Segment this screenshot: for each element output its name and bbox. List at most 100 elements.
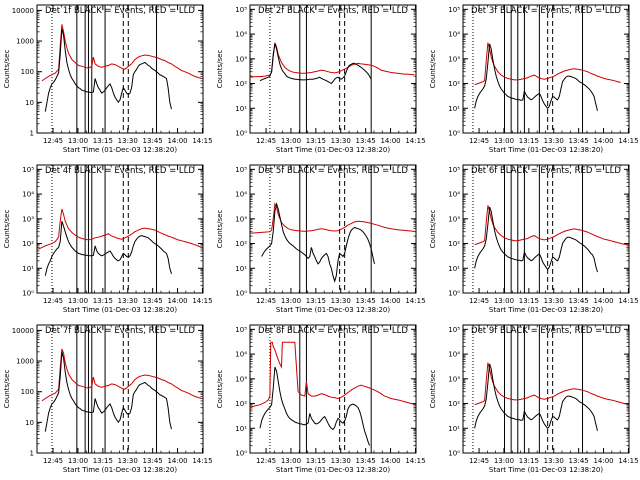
x-tick-label: 13:00 — [494, 457, 514, 465]
y-tick-label: 10⁵ — [448, 6, 460, 14]
y-tick-label: 10⁰ — [235, 290, 247, 298]
plot-frame — [36, 164, 204, 294]
x-axis-label: Start Time (01-Dec-03 12:38:20) — [276, 306, 390, 314]
y-tick-label: 10⁵ — [22, 166, 34, 174]
y-tick-label: 10² — [22, 240, 34, 248]
panel-det-5f: Det 5f BLACK = Events, RED = LLD Counts/s… — [216, 164, 426, 314]
x-tick-label: 13:45 — [143, 297, 163, 305]
y-tick-label: 10⁴ — [448, 351, 460, 359]
x-tick-label: 12:45 — [256, 137, 276, 145]
x-tick-label: 13:30 — [118, 137, 138, 145]
plot-frame — [36, 4, 204, 134]
y-tick-label: 1000 — [16, 358, 34, 366]
y-tick-label: 10⁰ — [448, 130, 460, 138]
y-tick-label: 1 — [30, 450, 34, 458]
panel-title: Det 4f BLACK = Events, RED = LLD — [45, 166, 195, 176]
y-tick-label: 10³ — [235, 215, 247, 223]
x-axis-label: Start Time (01-Dec-03 12:38:20) — [276, 146, 390, 154]
series-line-lld — [474, 42, 621, 86]
y-tick-label: 10⁵ — [448, 326, 460, 334]
y-axis-label: Counts/sec — [216, 50, 224, 89]
x-tick-label: 13:30 — [544, 137, 564, 145]
y-tick-label: 10³ — [22, 215, 34, 223]
x-tick-label: 13:00 — [281, 137, 301, 145]
x-tick-label: 13:45 — [143, 457, 163, 465]
x-tick-label: 13:45 — [356, 297, 376, 305]
y-tick-label: 10¹ — [235, 105, 247, 113]
x-tick-label: 13:00 — [68, 137, 88, 145]
x-tick-label: 13:15 — [306, 297, 326, 305]
series-line-lld — [41, 348, 202, 402]
series-line-events — [44, 28, 172, 112]
x-tick-label: 13:45 — [569, 137, 589, 145]
x-tick-label: 14:15 — [618, 457, 638, 465]
series-line-events — [261, 201, 375, 283]
x-tick-label: 12:45 — [469, 297, 489, 305]
y-axis-label: Counts/sec — [3, 370, 11, 409]
x-tick-label: 13:00 — [494, 137, 514, 145]
y-tick-label: 10³ — [235, 375, 247, 383]
x-tick-label: 12:45 — [469, 457, 489, 465]
x-axis-label: Start Time (01-Dec-03 12:38:20) — [489, 466, 603, 474]
series-line-lld — [41, 24, 202, 82]
y-axis-label: Counts/sec — [216, 210, 224, 249]
plot-frame — [462, 164, 630, 294]
x-tick-label: 14:15 — [405, 137, 425, 145]
y-tick-label: 10¹ — [22, 265, 34, 273]
x-tick-label: 13:15 — [306, 137, 326, 145]
x-tick-label: 13:00 — [281, 457, 301, 465]
panel-det-4f: Det 4f BLACK = Events, RED = LLD Counts/s… — [3, 164, 213, 314]
y-axis-label: Counts/sec — [3, 50, 11, 89]
x-tick-label: 13:45 — [356, 457, 376, 465]
y-tick-label: 10¹ — [448, 105, 460, 113]
x-tick-label: 14:00 — [593, 457, 613, 465]
y-tick-label: 10¹ — [448, 425, 460, 433]
x-tick-label: 13:15 — [93, 297, 113, 305]
y-tick-label: 10² — [235, 400, 247, 408]
x-tick-label: 14:15 — [618, 297, 638, 305]
x-tick-label: 14:00 — [167, 137, 187, 145]
y-tick-label: 10 — [25, 419, 34, 427]
y-tick-label: 10⁴ — [235, 31, 247, 39]
series-line-events — [44, 221, 172, 276]
panel-title: Det 9f BLACK = Events, RED = LLD — [471, 326, 621, 336]
y-tick-label: 10¹ — [448, 265, 460, 273]
y-tick-label: 100 — [21, 68, 34, 76]
x-tick-label: 13:45 — [569, 457, 589, 465]
panel-det-1f: Det 1f BLACK = Events, RED = LLD Counts/s… — [3, 4, 213, 154]
y-tick-label: 1 — [30, 130, 34, 138]
panel-det-3f: Det 3f BLACK = Events, RED = LLD Counts/s… — [429, 4, 639, 154]
panel-det-8f: Det 8f BLACK = Events, RED = LLD Counts/s… — [216, 324, 426, 474]
x-axis-label: Start Time (01-Dec-03 12:38:20) — [63, 146, 177, 154]
y-tick-label: 10³ — [448, 375, 460, 383]
y-tick-label: 10² — [448, 80, 460, 88]
x-tick-label: 12:45 — [256, 297, 276, 305]
x-tick-label: 12:45 — [469, 137, 489, 145]
y-tick-label: 10³ — [448, 55, 460, 63]
x-tick-label: 14:00 — [593, 297, 613, 305]
plot-frame — [249, 324, 417, 454]
x-axis-label: Start Time (01-Dec-03 12:38:20) — [276, 466, 390, 474]
series-line-lld — [249, 202, 415, 234]
series-line-lld — [474, 205, 628, 246]
y-tick-label: 10000 — [12, 7, 34, 15]
x-tick-label: 13:30 — [118, 297, 138, 305]
y-axis-label: Counts/sec — [216, 370, 224, 409]
y-tick-label: 10⁵ — [235, 6, 247, 14]
y-tick-label: 100 — [21, 388, 34, 396]
panel-title: Det 6f BLACK = Events, RED = LLD — [471, 166, 621, 176]
x-tick-label: 13:45 — [356, 137, 376, 145]
x-tick-label: 12:45 — [43, 457, 63, 465]
y-axis-label: Counts/sec — [429, 210, 437, 249]
series-line-lld — [249, 341, 415, 408]
x-tick-label: 13:00 — [68, 297, 88, 305]
y-tick-label: 10² — [448, 240, 460, 248]
y-tick-label: 10⁰ — [448, 450, 460, 458]
panel-det-6f: Det 6f BLACK = Events, RED = LLD Counts/s… — [429, 164, 639, 314]
series-line-events — [259, 366, 370, 446]
y-tick-label: 10² — [235, 80, 247, 88]
x-tick-label: 13:30 — [118, 457, 138, 465]
x-tick-label: 14:15 — [192, 297, 212, 305]
panel-title: Det 8f BLACK = Events, RED = LLD — [258, 326, 408, 336]
y-tick-label: 10⁵ — [235, 326, 247, 334]
